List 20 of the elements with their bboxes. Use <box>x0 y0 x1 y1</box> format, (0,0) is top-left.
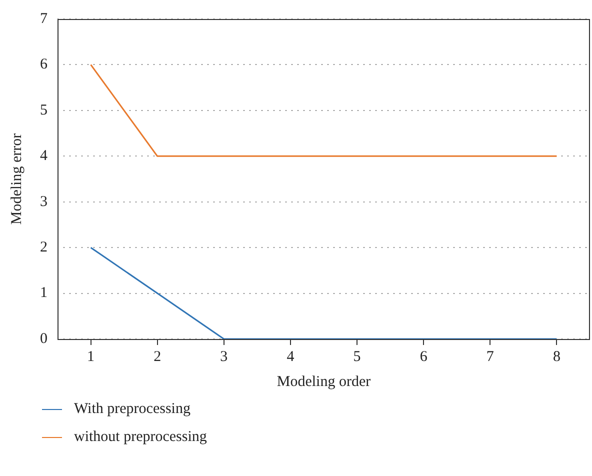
legend-label: without preprocessing <box>74 428 207 446</box>
y-tick-label: 2 <box>40 240 48 256</box>
y-tick-label: 6 <box>40 56 48 73</box>
legend-label: With preprocessing <box>74 400 190 418</box>
x-tick-label: 4 <box>286 348 295 365</box>
y-axis-title: Modeling error <box>8 133 25 225</box>
y-tick-label: 3 <box>40 194 48 210</box>
y-tick-label: 7 <box>40 10 48 27</box>
y-tick-label: 1 <box>40 285 48 302</box>
y-tick-label: 4 <box>40 148 48 164</box>
x-tick-label: 5 <box>353 348 361 365</box>
x-tick-label: 8 <box>552 348 560 365</box>
x-tick-label: 6 <box>420 348 428 365</box>
x-tick-label: 3 <box>220 348 228 365</box>
x-axis-title: Modeling order <box>276 374 371 390</box>
y-tick-label: 5 <box>40 102 48 118</box>
x-tick-label: 7 <box>486 348 494 365</box>
x-tick-label: 1 <box>87 348 95 365</box>
y-tick-label: 0 <box>40 330 48 347</box>
x-tick-label: 2 <box>154 348 162 365</box>
